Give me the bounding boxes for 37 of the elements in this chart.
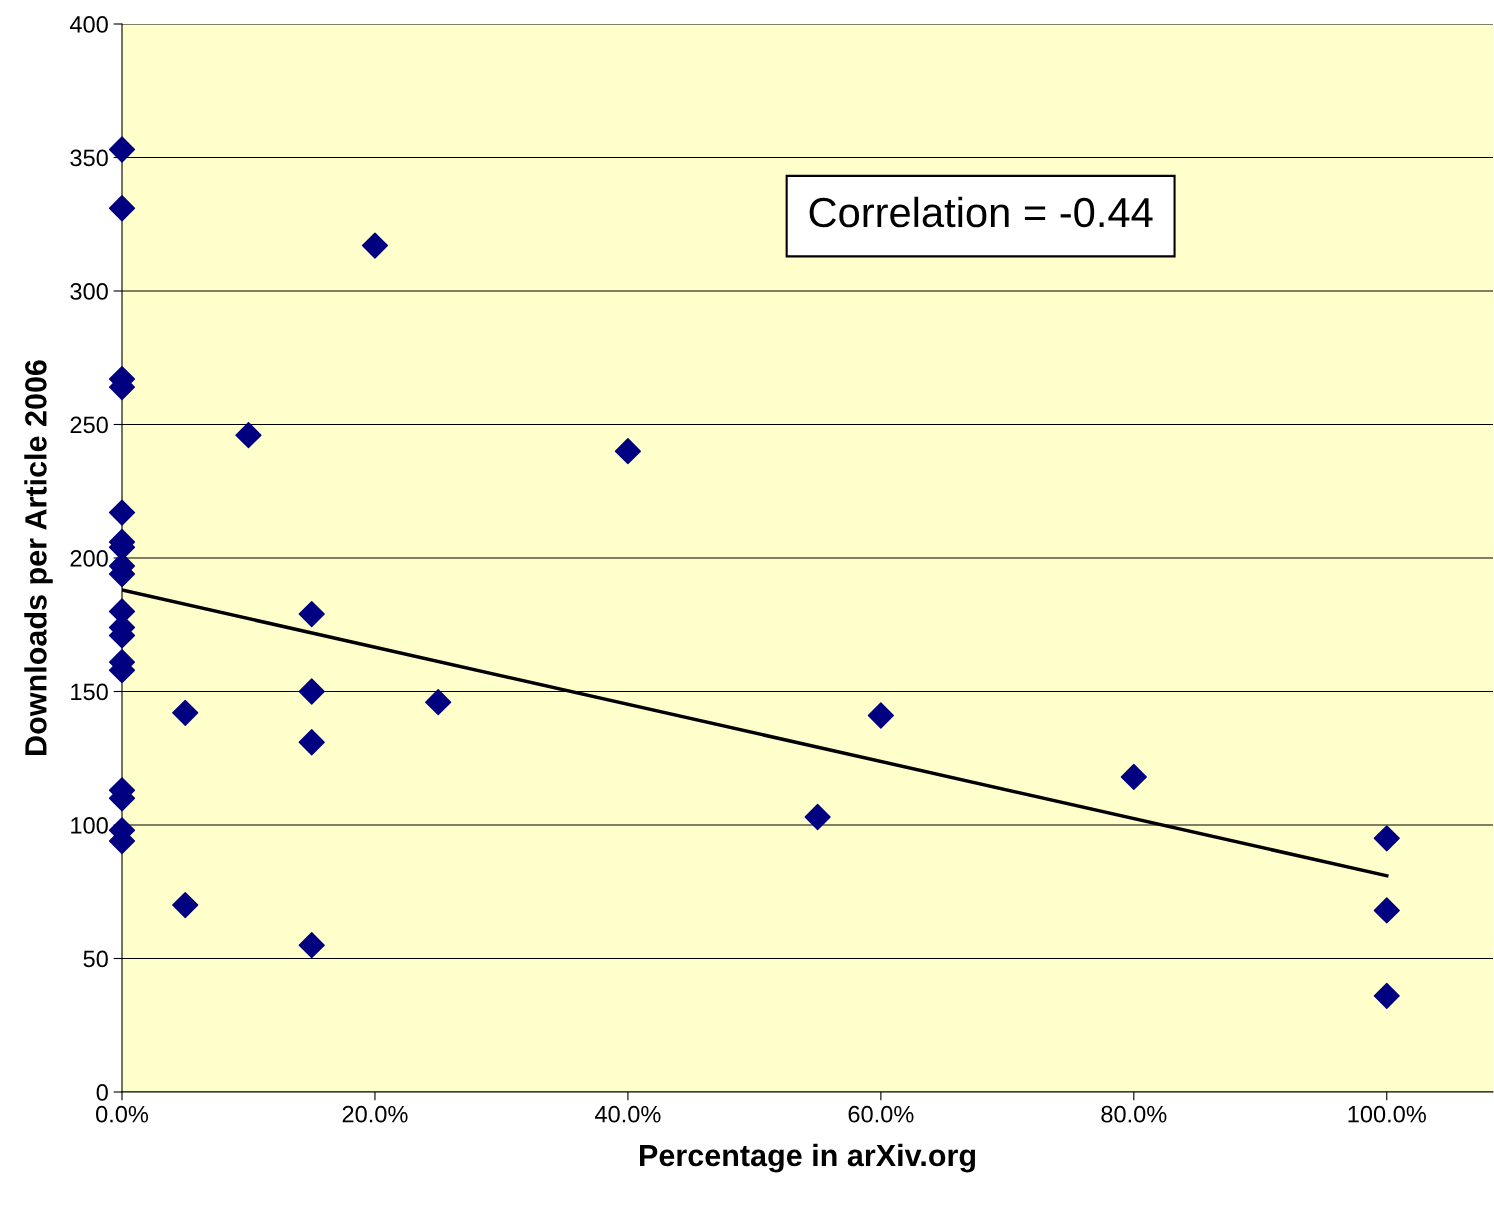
- x-tick-label: 80.0%: [1101, 1105, 1167, 1123]
- point: [298, 932, 325, 959]
- y-tick-label: 250: [70, 416, 108, 434]
- y-tick-label: 100: [71, 817, 108, 834]
- point: [804, 803, 831, 831]
- point: [172, 891, 199, 919]
- x-tick-label: 20.0%: [342, 1105, 408, 1123]
- y-tick-label: 400: [69, 16, 108, 33]
- x-tick-label: 100.0%: [1348, 1105, 1426, 1123]
- y-axis-title: Downloads per Article 2006: [24, 360, 53, 755]
- y-tick-label: 300: [70, 283, 108, 300]
- point: [425, 689, 452, 716]
- x-tick-label: 60.0%: [848, 1105, 914, 1123]
- y-tick-label: 50: [83, 950, 108, 968]
- y-tick-label: 150: [71, 683, 108, 701]
- x-tick-label: 40.0%: [594, 1105, 661, 1123]
- x-tick-label: 0.0%: [96, 1105, 149, 1123]
- point: [235, 422, 262, 449]
- point: [867, 702, 894, 729]
- y-tick-label: 0: [96, 1084, 108, 1101]
- point: [1373, 897, 1400, 924]
- annotation: Correlation = -0.44: [809, 196, 1153, 228]
- point: [172, 699, 199, 726]
- y-tick-label: 200: [70, 550, 108, 567]
- point: [298, 729, 325, 756]
- point: [1120, 763, 1147, 791]
- x-axis-title: Percentage in arXiv.org: [640, 1143, 975, 1173]
- point: [108, 195, 136, 222]
- point: [108, 499, 136, 526]
- point: [1373, 982, 1400, 1009]
- point: [361, 232, 389, 259]
- point: [1373, 825, 1400, 852]
- point: [108, 136, 136, 163]
- point: [614, 438, 642, 465]
- y-tick-label: 350: [70, 149, 108, 167]
- point: [298, 678, 325, 705]
- point: [298, 600, 325, 628]
